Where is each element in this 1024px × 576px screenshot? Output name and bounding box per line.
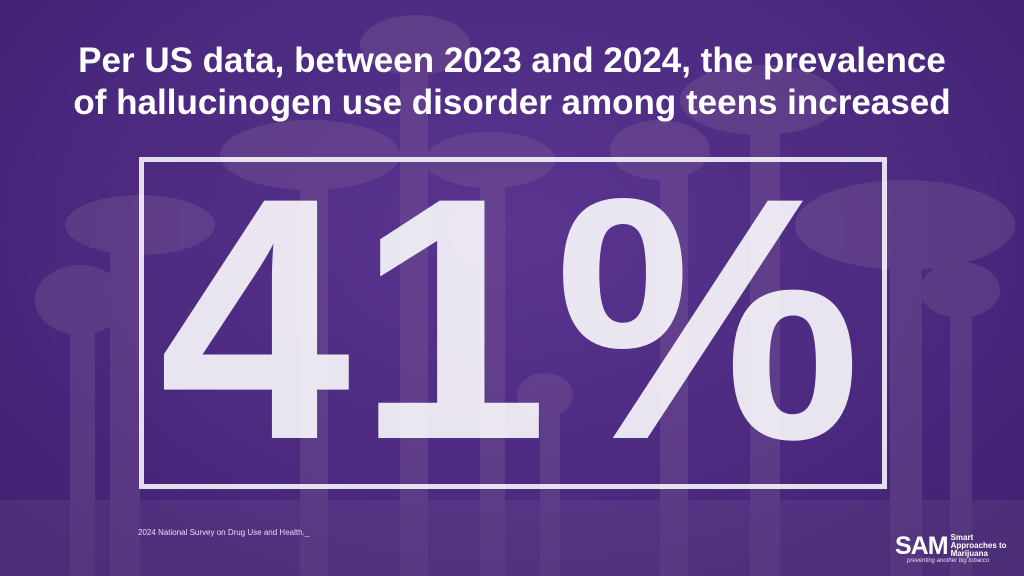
headline-line-2: of hallucinogen use disorder among teens… [73, 83, 951, 122]
logo-name-line-1: Smart [950, 533, 974, 542]
logo-name-line-3: Marijuana [950, 549, 988, 558]
headline-line-1: Per US data, between 2023 and 2024, the … [78, 41, 946, 80]
headline: Per US data, between 2023 and 2024, the … [0, 40, 1024, 124]
logo-name-line-2: Approaches to [950, 541, 1007, 550]
source-citation: 2024 National Survey on Drug Use and Hea… [138, 528, 310, 537]
statistic-value: 41% [158, 127, 868, 512]
logo-name: Smart Approaches to Marijuana [951, 534, 1007, 558]
sam-logo: SAM Smart Approaches to Marijuana preven… [895, 532, 1007, 565]
logo-tagline: preventing another big tobacco [907, 558, 990, 564]
statistic-frame [139, 157, 887, 489]
logo-abbr: SAM [895, 532, 949, 560]
